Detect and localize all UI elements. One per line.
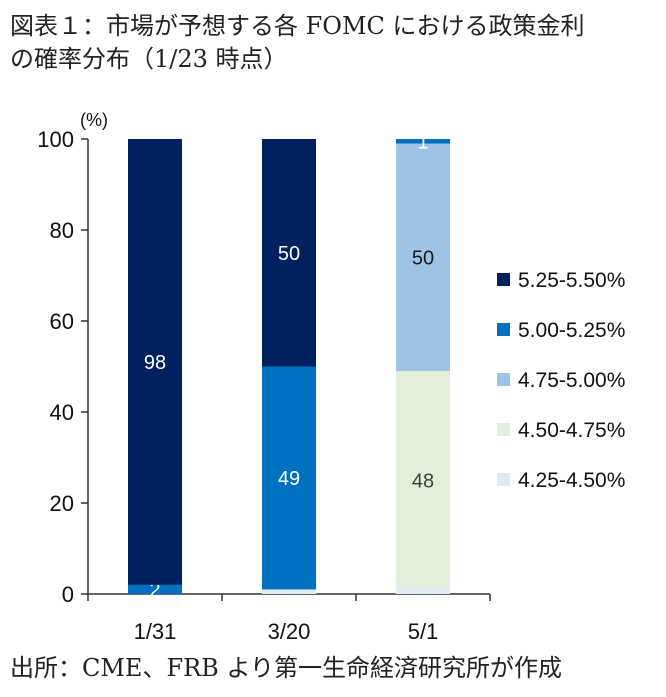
y-axis: 0 20 40 60 80 100 (%) bbox=[37, 110, 108, 607]
legend-label: 4.75-5.00% bbox=[518, 369, 625, 392]
y-tick-label: 100 bbox=[37, 127, 74, 152]
bar-data-label: 1 bbox=[417, 131, 428, 153]
legend-swatch bbox=[497, 423, 510, 436]
title-line-2: の確率分布（1/23 時点） bbox=[10, 45, 288, 73]
source-note: 出所：CME、FRB より第一生命経済研究所が作成 bbox=[10, 654, 562, 682]
bar-segment bbox=[128, 584, 182, 594]
x-tick-label: 3/20 bbox=[268, 619, 311, 644]
bar-data-label: 49 bbox=[278, 468, 300, 490]
legend-swatch bbox=[497, 323, 510, 336]
bar-data-label: 98 bbox=[144, 352, 166, 374]
y-tick-label: 0 bbox=[62, 582, 74, 607]
bar-segment bbox=[396, 143, 450, 372]
y-tick-label: 20 bbox=[50, 491, 74, 516]
legend-swatch bbox=[497, 373, 510, 386]
x-tick-label: 1/31 bbox=[134, 619, 177, 644]
bar-segment bbox=[396, 589, 450, 594]
bar-data-label: 48 bbox=[412, 470, 434, 492]
bar-segment bbox=[128, 139, 182, 585]
x-tick-label: 5/1 bbox=[408, 619, 439, 644]
bar-segment bbox=[262, 366, 316, 590]
legend-label: 5.00-5.25% bbox=[518, 319, 625, 342]
legend-swatch bbox=[497, 273, 510, 286]
legend-swatch bbox=[497, 473, 510, 486]
legend: 5.25-5.50% 5.00-5.25% 4.75-5.00% 4.50-4.75%… bbox=[497, 269, 625, 492]
chart-title: 図表１：市場が予想する各 FOMC における政策金利 の確率分布（1/23 時点… bbox=[10, 10, 660, 76]
y-tick-label: 60 bbox=[50, 309, 74, 334]
legend-label: 5.25-5.50% bbox=[518, 269, 625, 292]
y-tick-label: 40 bbox=[50, 400, 74, 425]
bar-data-label: 50 bbox=[278, 243, 300, 265]
y-tick-label: 80 bbox=[50, 218, 74, 243]
bar-segment bbox=[396, 371, 450, 590]
bar-segment bbox=[396, 139, 450, 144]
legend-label: 4.25-4.50% bbox=[518, 469, 625, 492]
bar-segment bbox=[262, 589, 316, 594]
bars: 2 98 49 50 48 50 1 bbox=[128, 131, 450, 601]
bar-segment bbox=[262, 139, 316, 367]
legend-label: 4.50-4.75% bbox=[518, 419, 625, 442]
y-axis-unit-label: (%) bbox=[80, 110, 108, 130]
bar-data-label: 2 bbox=[149, 579, 160, 601]
bar-data-label: 50 bbox=[412, 247, 434, 269]
title-line-1: 図表１：市場が予想する各 FOMC における政策金利 bbox=[10, 12, 585, 40]
x-axis: 1/31 3/20 5/1 bbox=[87, 593, 491, 644]
